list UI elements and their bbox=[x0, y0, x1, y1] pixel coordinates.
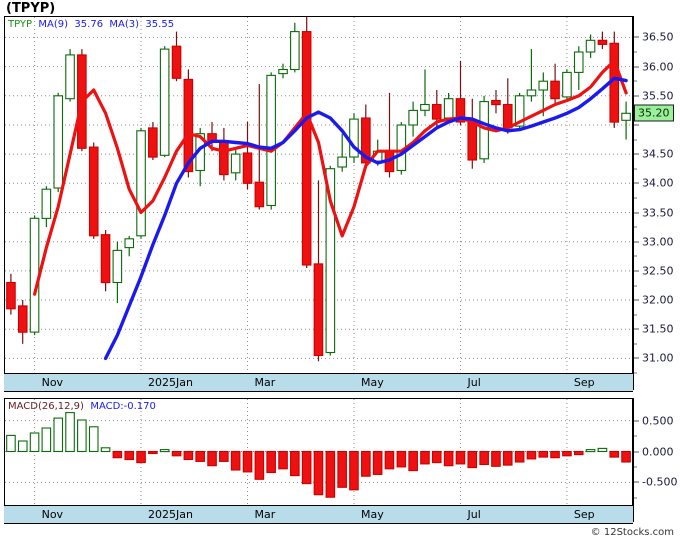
y-minor-tick bbox=[633, 168, 637, 170]
y-minor-tick bbox=[633, 226, 637, 228]
price-y-axis: 36.5036.0035.5035.0034.5034.0033.5033.00… bbox=[633, 16, 680, 390]
y-tick-label: 35.50 bbox=[642, 89, 674, 103]
y-tick-label: 34.00 bbox=[642, 176, 674, 190]
price-legend: TPYP MA(9) 35.76 MA(3) 35.55 bbox=[8, 19, 174, 30]
y-tick-mark bbox=[633, 182, 639, 184]
y-tick-mark bbox=[633, 241, 639, 243]
legend-symbol: TPYP bbox=[8, 19, 33, 30]
y-tick-mark bbox=[633, 153, 639, 155]
x-tick-label: Jul bbox=[467, 508, 481, 521]
price-x-axis-band: Nov 2025Jan Mar May Jul Sep bbox=[4, 373, 633, 392]
y-tick-mark bbox=[633, 95, 639, 97]
y-minor-tick bbox=[633, 285, 637, 286]
x-tick-label: May bbox=[361, 376, 384, 389]
legend-ma9-label: MA(9) bbox=[38, 19, 69, 30]
y-tick-label: 33.00 bbox=[642, 235, 674, 249]
macd-y-minor-tick bbox=[633, 466, 637, 468]
y-tick-label: 36.50 bbox=[642, 30, 674, 44]
y-minor-tick bbox=[633, 255, 637, 257]
y-minor-tick bbox=[633, 51, 637, 53]
macd-y-minor-tick bbox=[633, 497, 637, 499]
x-tick-label: 2025Jan bbox=[148, 376, 193, 389]
macd-y-tick-mark bbox=[633, 420, 639, 422]
y-tick-mark bbox=[633, 328, 639, 330]
y-tick-label: 32.00 bbox=[642, 293, 674, 307]
y-tick-mark bbox=[633, 124, 639, 126]
x-tick-label: May bbox=[361, 508, 384, 521]
macd-y-tick-mark bbox=[633, 481, 639, 483]
macd-y-tick-label: 0.500 bbox=[642, 414, 674, 428]
y-minor-tick bbox=[633, 343, 637, 345]
macd-y-axis: 0.500 0.000 -0.500 bbox=[633, 398, 680, 522]
x-tick-label: Mar bbox=[254, 508, 276, 521]
legend-ma3-label: MA(3) bbox=[109, 19, 140, 30]
x-tick-label: Nov bbox=[41, 376, 64, 389]
macd-y-tick-mark bbox=[633, 451, 639, 452]
page-title: (TPYP) bbox=[6, 1, 56, 16]
y-tick-label: 32.50 bbox=[642, 264, 674, 278]
copyright-watermark: © 12Stocks.com bbox=[590, 527, 674, 538]
y-minor-tick bbox=[633, 139, 637, 141]
macd-legend: MACD(26,12,9) MACD:-0.170 bbox=[8, 401, 156, 412]
last-price-badge: 35.20 bbox=[634, 104, 674, 122]
macd-x-axis-band: Nov 2025Jan Mar May Jul Sep bbox=[4, 505, 633, 524]
y-minor-tick bbox=[633, 372, 637, 374]
y-tick-label: 36.00 bbox=[642, 60, 674, 74]
price-plot bbox=[5, 17, 632, 373]
x-tick-label: Sep bbox=[573, 508, 595, 521]
macd-y-minor-tick bbox=[633, 435, 637, 437]
macd-y-tick-label: 0.000 bbox=[642, 445, 674, 458]
y-tick-label: 34.50 bbox=[642, 147, 674, 161]
y-minor-tick bbox=[633, 197, 637, 199]
y-tick-label: 31.00 bbox=[642, 351, 674, 365]
y-tick-label: 31.50 bbox=[642, 322, 674, 336]
y-tick-mark bbox=[633, 212, 639, 213]
x-tick-label: Nov bbox=[41, 508, 64, 521]
price-axis-spine bbox=[633, 16, 634, 390]
y-minor-tick bbox=[633, 314, 637, 316]
y-tick-mark bbox=[633, 66, 639, 68]
macd-indicator-label: MACD(26,12,9) bbox=[8, 401, 84, 412]
macd-plot bbox=[5, 399, 632, 504]
x-tick-label: Mar bbox=[254, 376, 276, 389]
x-tick-label: Jul bbox=[467, 376, 481, 389]
x-tick-label: 2025Jan bbox=[148, 508, 193, 521]
x-tick-label: Sep bbox=[573, 376, 595, 389]
legend-ma3-value: 35.55 bbox=[145, 19, 175, 30]
y-tick-mark bbox=[633, 36, 639, 38]
legend-ma9-value: 35.76 bbox=[74, 19, 104, 30]
y-tick-label: 33.50 bbox=[642, 206, 674, 219]
y-minor-tick bbox=[633, 80, 637, 82]
macd-value-label: MACD:-0.170 bbox=[90, 401, 156, 412]
y-tick-mark bbox=[633, 270, 639, 272]
macd-axis-spine bbox=[633, 398, 634, 522]
macd-y-tick-label: -0.500 bbox=[642, 475, 678, 489]
y-tick-mark bbox=[633, 299, 639, 301]
y-tick-mark bbox=[633, 357, 639, 359]
